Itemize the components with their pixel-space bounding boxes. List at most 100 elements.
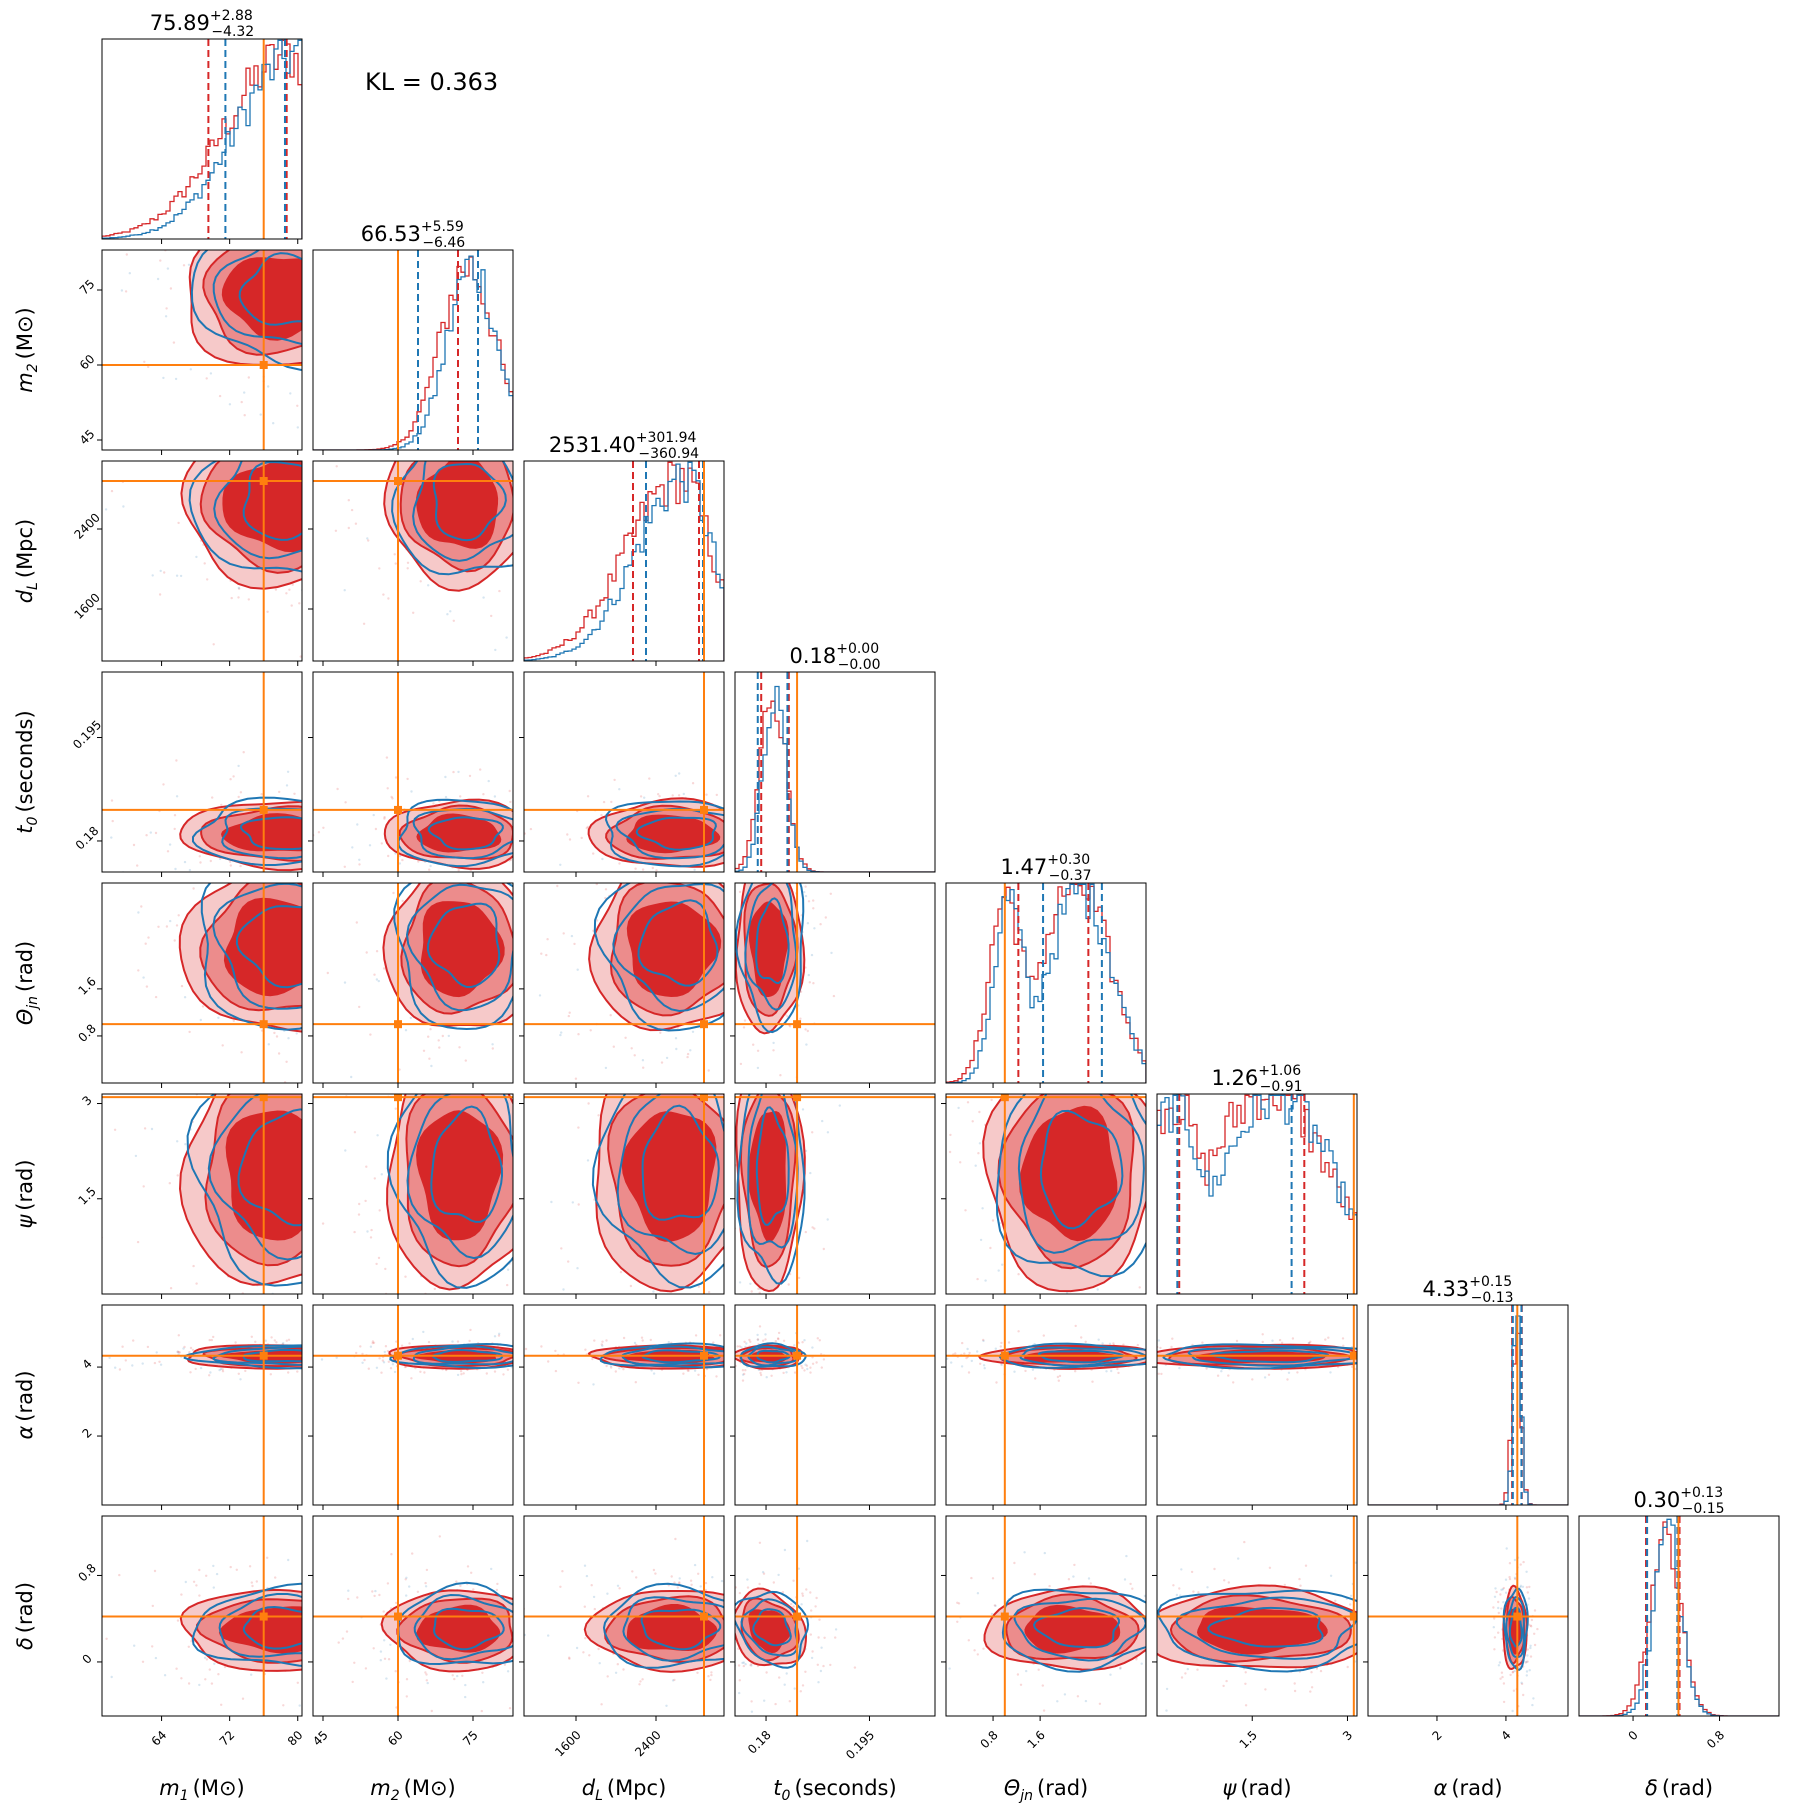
contour-panel-5-0 bbox=[101, 1093, 303, 1295]
contour-panel-4-0 bbox=[101, 882, 303, 1084]
ytick-label-5-1: 3 bbox=[80, 1093, 95, 1108]
xtick-label-7-1: 0.8 bbox=[1704, 1728, 1727, 1751]
contour-frame bbox=[312, 460, 514, 662]
xtick-label-6-1: 4 bbox=[1498, 1728, 1513, 1743]
xaxis-label-0: m1 (M⊙) bbox=[159, 1776, 245, 1804]
contour-b-2 bbox=[433, 1607, 505, 1651]
histogram-b-4 bbox=[946, 883, 1146, 1083]
contour-b-1 bbox=[213, 461, 302, 560]
yaxis-label-2: dL(Mpc) bbox=[13, 519, 41, 604]
contour-b-2 bbox=[1039, 1109, 1124, 1230]
truth-marker bbox=[259, 1020, 268, 1029]
histogram-b-5 bbox=[1157, 1094, 1357, 1294]
contour-a-inner bbox=[416, 461, 499, 549]
contour-frame bbox=[734, 1093, 936, 1295]
ytick-label-2-1: 2400 bbox=[71, 510, 102, 541]
contour-b-2 bbox=[240, 816, 302, 851]
truth-marker bbox=[1513, 1612, 1522, 1621]
truth-marker bbox=[394, 1094, 402, 1102]
contour-frame bbox=[523, 671, 725, 873]
contour-panel-6-5 bbox=[1156, 1304, 1358, 1506]
truth-marker bbox=[700, 1351, 708, 1360]
contour-b-0 bbox=[591, 1094, 724, 1289]
ytick-label-4-1: 1.6 bbox=[75, 974, 98, 997]
xtick-label-1-0: 45 bbox=[310, 1728, 331, 1749]
contour-panel-7-2 bbox=[523, 1515, 725, 1717]
yaxis-label-3: t0(seconds) bbox=[13, 710, 41, 833]
contour-panel-7-6 bbox=[1367, 1515, 1569, 1717]
histogram-frame-1 bbox=[312, 249, 514, 451]
contour-b-2 bbox=[641, 1104, 720, 1221]
contour-b-0 bbox=[735, 1590, 810, 1669]
xaxis-label-3: t0 (seconds) bbox=[773, 1776, 896, 1804]
contour-b-0 bbox=[393, 883, 513, 1031]
contour-frame bbox=[101, 671, 303, 873]
contour-panel-6-4 bbox=[945, 1304, 1147, 1506]
xtick-label-0-2: 80 bbox=[285, 1728, 306, 1749]
contour-frame bbox=[312, 1515, 514, 1717]
truth-marker bbox=[394, 477, 402, 485]
histogram-frame-5 bbox=[1156, 1093, 1358, 1295]
panel-title-0: 75.89+2.88 −4.32 bbox=[150, 8, 254, 40]
truth-marker bbox=[793, 1351, 802, 1360]
histogram-a-3 bbox=[735, 700, 935, 872]
xtick-label-1-2: 75 bbox=[460, 1728, 481, 1749]
contour-b-2 bbox=[1207, 1606, 1324, 1648]
truth-marker bbox=[1000, 1351, 1009, 1360]
ytick-label-4-0: 0.8 bbox=[75, 1021, 98, 1044]
histogram-panel-0: 75.89+2.88 −4.32 bbox=[101, 8, 303, 240]
contour-frame bbox=[734, 882, 936, 1084]
contour-b-1 bbox=[207, 1094, 302, 1261]
contour-panel-1-0 bbox=[101, 249, 303, 451]
contour-b-1 bbox=[744, 883, 798, 1011]
contour-b-1 bbox=[412, 807, 513, 860]
contour-panel-7-0 bbox=[101, 1515, 303, 1717]
histogram-frame-3 bbox=[734, 671, 936, 873]
xtick-label-6-0: 2 bbox=[1429, 1728, 1444, 1743]
contour-frame bbox=[734, 1515, 936, 1717]
histogram-a-0 bbox=[102, 39, 302, 239]
yaxis-label-5: ψ(rad) bbox=[13, 1159, 37, 1228]
histogram-panel-1: 66.53+5.59 −6.46 bbox=[312, 219, 514, 451]
contour-b-0 bbox=[386, 1094, 513, 1289]
ytick-label-6-0: 2 bbox=[80, 1426, 95, 1441]
contour-b-2 bbox=[640, 1608, 722, 1651]
contour-panel-6-0 bbox=[101, 1304, 303, 1506]
contour-b-0 bbox=[192, 796, 302, 866]
contour-b-2 bbox=[755, 1106, 790, 1226]
truth-marker bbox=[259, 1612, 268, 1621]
ytick-label-1-1: 60 bbox=[77, 352, 98, 373]
xaxis-label-7: δ (rad) bbox=[1645, 1776, 1713, 1800]
contour-b-1 bbox=[616, 1094, 724, 1256]
ytick-label-7-1: 0.8 bbox=[75, 1561, 98, 1584]
ytick-label-3-0: 0.18 bbox=[73, 824, 102, 853]
contour-panel-3-2 bbox=[523, 671, 725, 873]
contour-b-0 bbox=[186, 1094, 302, 1287]
histogram-frame-0 bbox=[101, 38, 303, 240]
truth-marker bbox=[793, 1094, 802, 1102]
contour-frame bbox=[101, 1515, 303, 1717]
contour-b-2 bbox=[635, 816, 717, 851]
contour-panel-3-0 bbox=[101, 671, 303, 873]
contour-b-1 bbox=[1175, 1596, 1357, 1660]
contour-frame bbox=[101, 882, 303, 1084]
contour-a-inner bbox=[221, 813, 302, 852]
contour-a-inner bbox=[223, 897, 302, 997]
contour-a-inner bbox=[1019, 1105, 1118, 1242]
contour-b-2 bbox=[1508, 1606, 1523, 1648]
contour-frame bbox=[1156, 1304, 1358, 1506]
contour-panel-7-3 bbox=[734, 1515, 936, 1717]
contour-frame bbox=[101, 1304, 303, 1506]
contour-frame bbox=[523, 1093, 725, 1295]
truth-marker bbox=[259, 477, 268, 485]
contour-panel-7-5 bbox=[1156, 1515, 1358, 1717]
yaxis-label-7: δ(rad) bbox=[13, 1582, 37, 1650]
xaxis-label-4: Θjn (rad) bbox=[1004, 1776, 1089, 1804]
ytick-label-5-0: 1.5 bbox=[75, 1184, 98, 1207]
yaxis-label-4: Θjn(rad) bbox=[13, 941, 41, 1026]
xaxis-label-6: α (rad) bbox=[1433, 1776, 1502, 1800]
xtick-label-0-1: 72 bbox=[217, 1728, 238, 1749]
contour-a-inner bbox=[225, 1110, 302, 1241]
contour-panel-6-3 bbox=[734, 1304, 936, 1506]
truth-marker bbox=[700, 805, 708, 814]
